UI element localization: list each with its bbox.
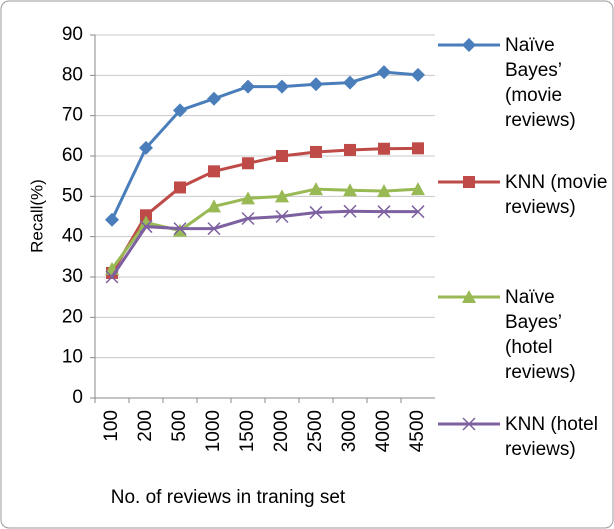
- point: [139, 220, 153, 234]
- legend-label: Naïve Bayes’ (hotel reviews): [505, 287, 576, 383]
- x-tick-label: 1500: [237, 410, 258, 452]
- point: [241, 211, 255, 226]
- x-tick-label: 100: [101, 410, 122, 442]
- y-tick-label: 60: [62, 145, 83, 166]
- point: [275, 189, 289, 203]
- point: [411, 67, 425, 82]
- point: [174, 181, 186, 194]
- y-tick-label: 30: [62, 266, 83, 287]
- point: [242, 157, 254, 170]
- x-tick-label: 3000: [339, 410, 360, 452]
- point: [276, 150, 288, 162]
- point: [105, 270, 119, 284]
- point: [343, 75, 357, 90]
- legend-label: Naïve Bayes’ (movie reviews): [505, 35, 576, 131]
- point: [241, 79, 255, 94]
- point: [207, 222, 221, 236]
- point: [411, 182, 425, 196]
- series-line: [110, 209, 418, 278]
- point: [378, 142, 390, 155]
- y-tick-label: 40: [62, 226, 83, 247]
- x-axis-label: No. of reviews in traning set: [111, 487, 346, 508]
- x-tick-label: 1000: [203, 410, 224, 452]
- point: [412, 142, 424, 155]
- y-tick-label: 70: [62, 105, 83, 126]
- point: [343, 204, 357, 218]
- point: [377, 205, 391, 219]
- point: [207, 91, 221, 106]
- y-tick-label: 0: [72, 387, 83, 408]
- point: [411, 205, 425, 219]
- y-tick-label: 90: [62, 24, 83, 45]
- point: [310, 145, 322, 158]
- point: [377, 184, 391, 198]
- x-tick-label: 2500: [305, 410, 326, 452]
- legend-label: KNN (movie reviews): [505, 172, 608, 218]
- point: [208, 165, 220, 178]
- point: [140, 209, 152, 222]
- point: [105, 212, 119, 227]
- point: [173, 223, 187, 237]
- y-tick-label: 50: [62, 185, 83, 206]
- x-tick-label: 4500: [407, 410, 428, 452]
- series-line: [110, 146, 419, 274]
- point: [343, 183, 357, 197]
- legend-marker: [463, 176, 475, 188]
- point: [275, 79, 289, 94]
- point: [173, 103, 187, 118]
- point: [309, 205, 323, 219]
- point: [344, 143, 356, 156]
- series-line: [110, 70, 419, 221]
- x-tick-label: 500: [169, 410, 190, 442]
- point: [207, 199, 221, 213]
- legend-marker: [462, 290, 476, 303]
- y-tick-label: 20: [62, 306, 83, 327]
- y-tick-label: 80: [62, 64, 83, 85]
- point: [139, 140, 153, 155]
- legend-marker: [462, 38, 476, 52]
- x-tick-label: 4000: [373, 410, 394, 452]
- x-tick-label: 2000: [271, 410, 292, 452]
- point: [377, 65, 391, 80]
- point: [309, 182, 323, 196]
- x-tick-label: 200: [135, 410, 156, 442]
- y-tick-label: 10: [62, 347, 83, 368]
- legend-label: KNN (hotel reviews): [505, 414, 598, 460]
- point: [275, 209, 289, 224]
- point: [241, 191, 255, 205]
- y-axis-label: Recall(%): [27, 179, 46, 253]
- legend-marker: [462, 417, 476, 431]
- point: [309, 77, 323, 92]
- point: [173, 222, 187, 236]
